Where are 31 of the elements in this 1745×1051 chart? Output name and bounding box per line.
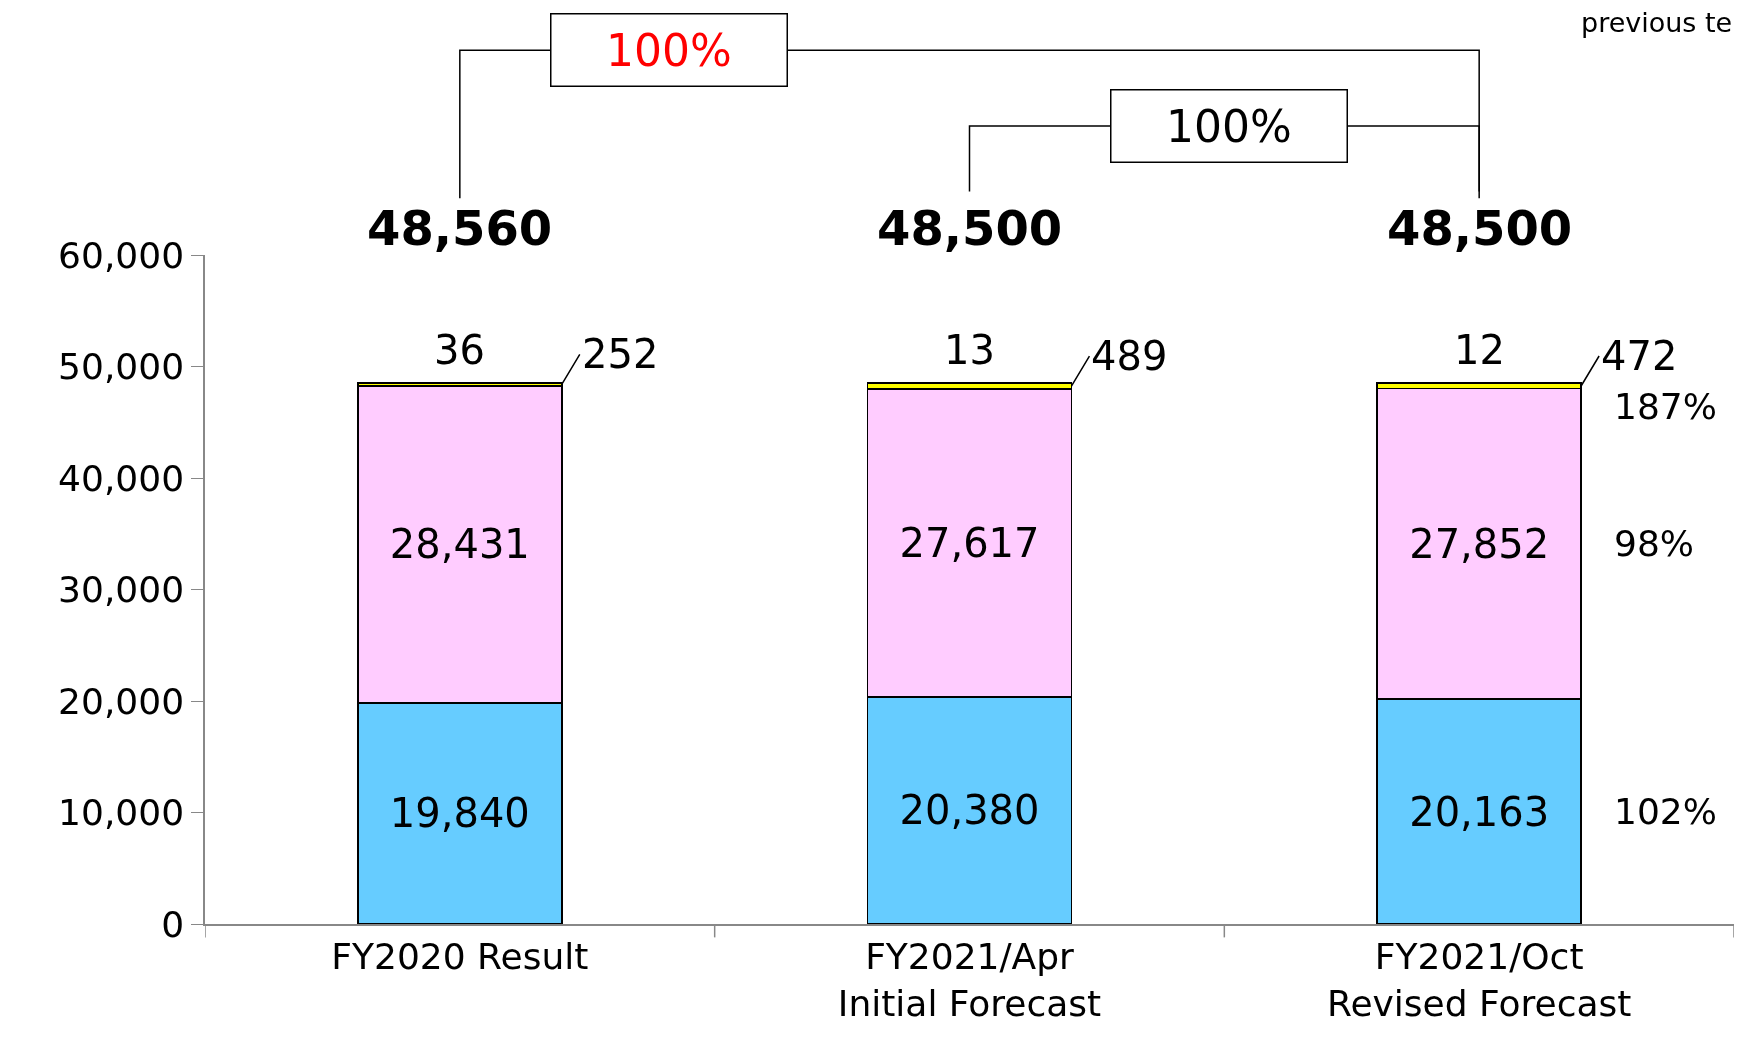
data-label: 27,617 — [899, 519, 1040, 566]
data-label: 20,163 — [1409, 788, 1550, 835]
total-label: 48,560 — [367, 200, 553, 256]
data-label: 13 — [944, 327, 995, 373]
x-tick-label: FY2021/Apr Initial Forecast — [837, 935, 1102, 1024]
data-label: 28,431 — [389, 521, 530, 568]
y-tick-label: 0 — [161, 903, 185, 945]
text: previous te — [1581, 7, 1733, 38]
annotation: 102% — [1614, 791, 1717, 832]
data-label: 36 — [434, 327, 485, 373]
y-tick-label: 10,000 — [58, 792, 185, 834]
text: 100% — [606, 24, 732, 76]
y-tick-label: 50,000 — [58, 346, 185, 388]
annotation: 98% — [1614, 523, 1695, 564]
y-tick-label: 40,000 — [58, 457, 185, 499]
x-tick-label: FY2020 Result — [331, 935, 589, 977]
y-tick-label: 20,000 — [58, 680, 185, 722]
total-label: 48,500 — [877, 200, 1063, 256]
data-label: 12 — [1454, 327, 1505, 373]
y-tick-label: 60,000 — [58, 234, 185, 276]
data-label: 27,852 — [1409, 520, 1550, 567]
data-label: 252 — [582, 331, 659, 377]
x-tick-label: FY2021/Oct Revised Forecast — [1326, 935, 1632, 1024]
data-label: 489 — [1091, 333, 1168, 379]
data-label: 20,380 — [899, 787, 1040, 834]
data-label: 19,840 — [389, 790, 530, 837]
annotation: 187% — [1614, 386, 1717, 427]
text: 100% — [1166, 100, 1292, 152]
data-label: 472 — [1601, 333, 1678, 379]
total-label: 48,500 — [1387, 200, 1573, 256]
y-tick-label: 30,000 — [58, 569, 185, 611]
